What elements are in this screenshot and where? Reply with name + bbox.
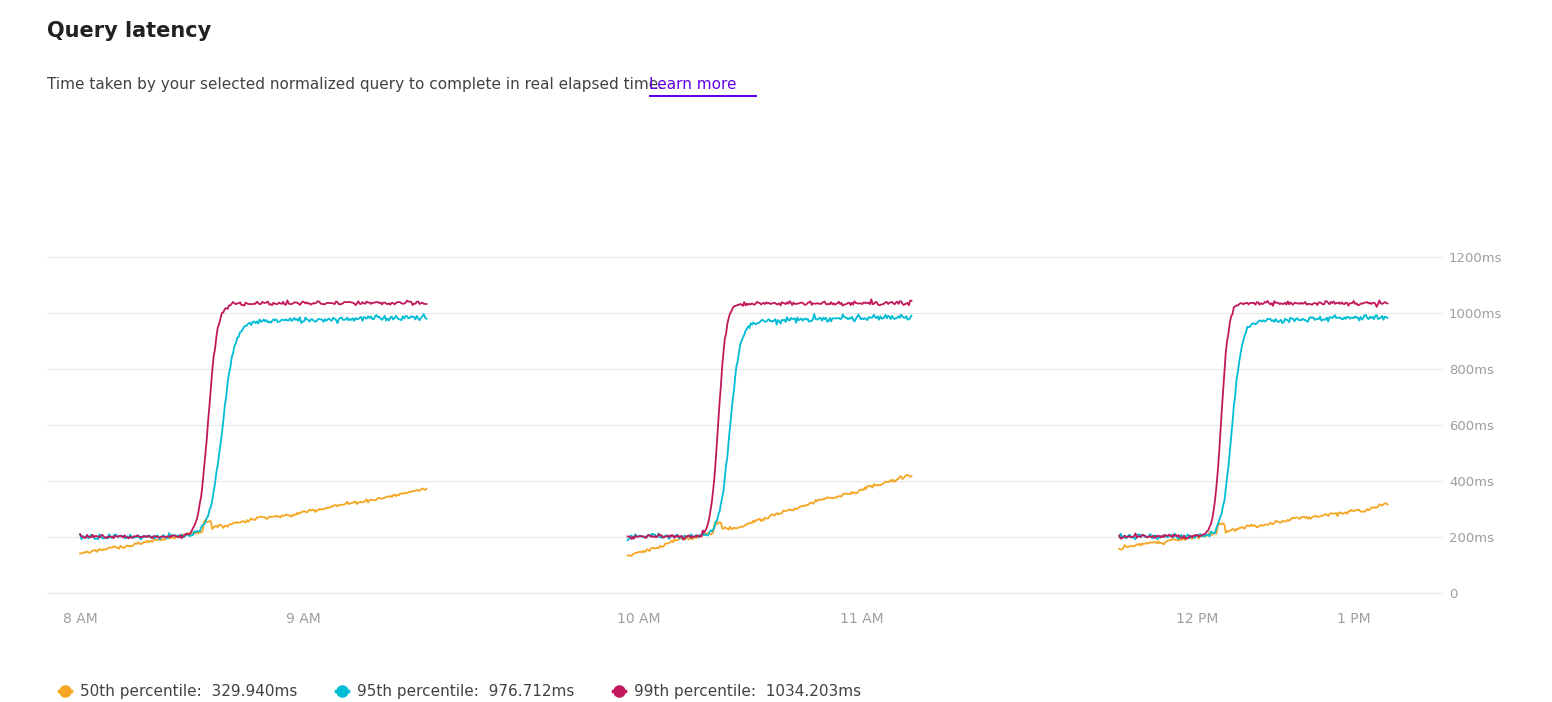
Legend: 50th percentile:  329.940ms, 95th percentile:  976.712ms, 99th percentile:  1034: 50th percentile: 329.940ms, 95th percent…	[53, 678, 868, 702]
Text: Query latency: Query latency	[47, 21, 211, 41]
Text: Time taken by your selected normalized query to complete in real elapsed time.: Time taken by your selected normalized q…	[47, 77, 667, 92]
Text: Learn more: Learn more	[649, 77, 736, 92]
